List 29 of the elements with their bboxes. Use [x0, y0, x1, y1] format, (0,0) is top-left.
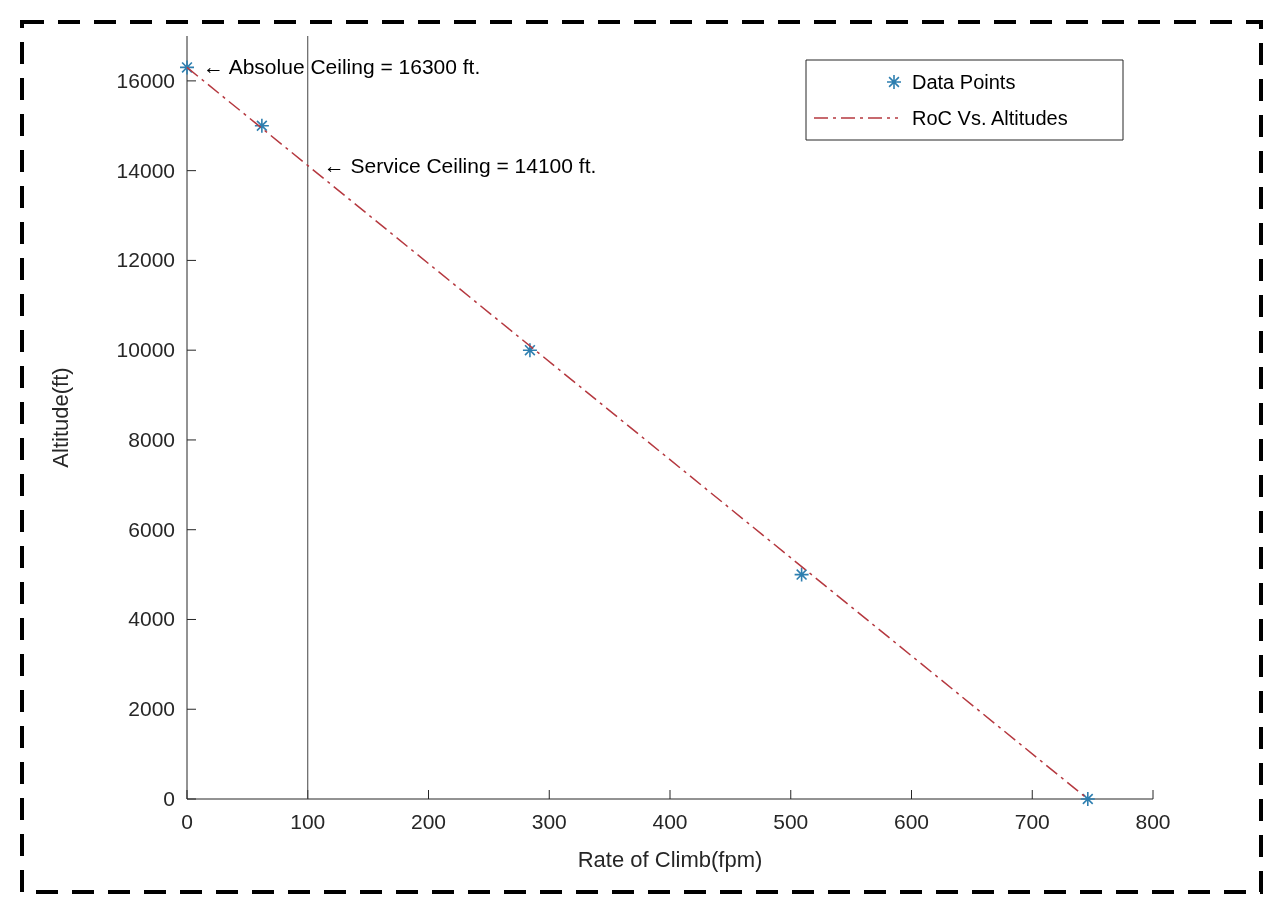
- x-tick-label: 200: [410, 810, 447, 833]
- point: [179, 59, 195, 76]
- point: [1080, 791, 1096, 807]
- legend-label: RoC Vs. Altitudes: [912, 107, 1068, 129]
- y-tick-label: 16000: [116, 68, 175, 92]
- annotation: ← Service Ceiling = 14100 ft.: [323, 154, 597, 178]
- point: [522, 342, 538, 358]
- x-tick-label: 800: [1135, 810, 1171, 833]
- point: [793, 566, 810, 583]
- y-axis-title: Altitude(ft): [48, 367, 73, 468]
- y-tick-label: 4000: [128, 607, 175, 631]
- x-tick-label: 100: [290, 810, 326, 833]
- x-tick-label: 400: [652, 810, 688, 833]
- y-tick-label: 0: [163, 787, 175, 810]
- y-tick-label: 8000: [128, 427, 175, 451]
- y-tick-label: 6000: [128, 517, 175, 541]
- y-tick-label: 10000: [116, 338, 175, 362]
- point: [254, 117, 270, 134]
- x-tick-label: 500: [773, 810, 809, 833]
- x-tick-label: 300: [531, 810, 567, 833]
- annotation: ← Absolue Ceiling = 16300 ft.: [203, 55, 481, 79]
- x-axis-title: Rate of Climb(fpm): [577, 847, 763, 872]
- y-tick-label: 12000: [116, 248, 175, 272]
- x-tick-label: 700: [1014, 810, 1050, 833]
- x-tick-label: 0: [181, 810, 193, 833]
- x-tick-label: 600: [893, 810, 930, 833]
- y-tick-label: 14000: [116, 158, 175, 182]
- y-tick-label: 2000: [128, 697, 175, 721]
- legend-label: Data Points: [912, 71, 1016, 93]
